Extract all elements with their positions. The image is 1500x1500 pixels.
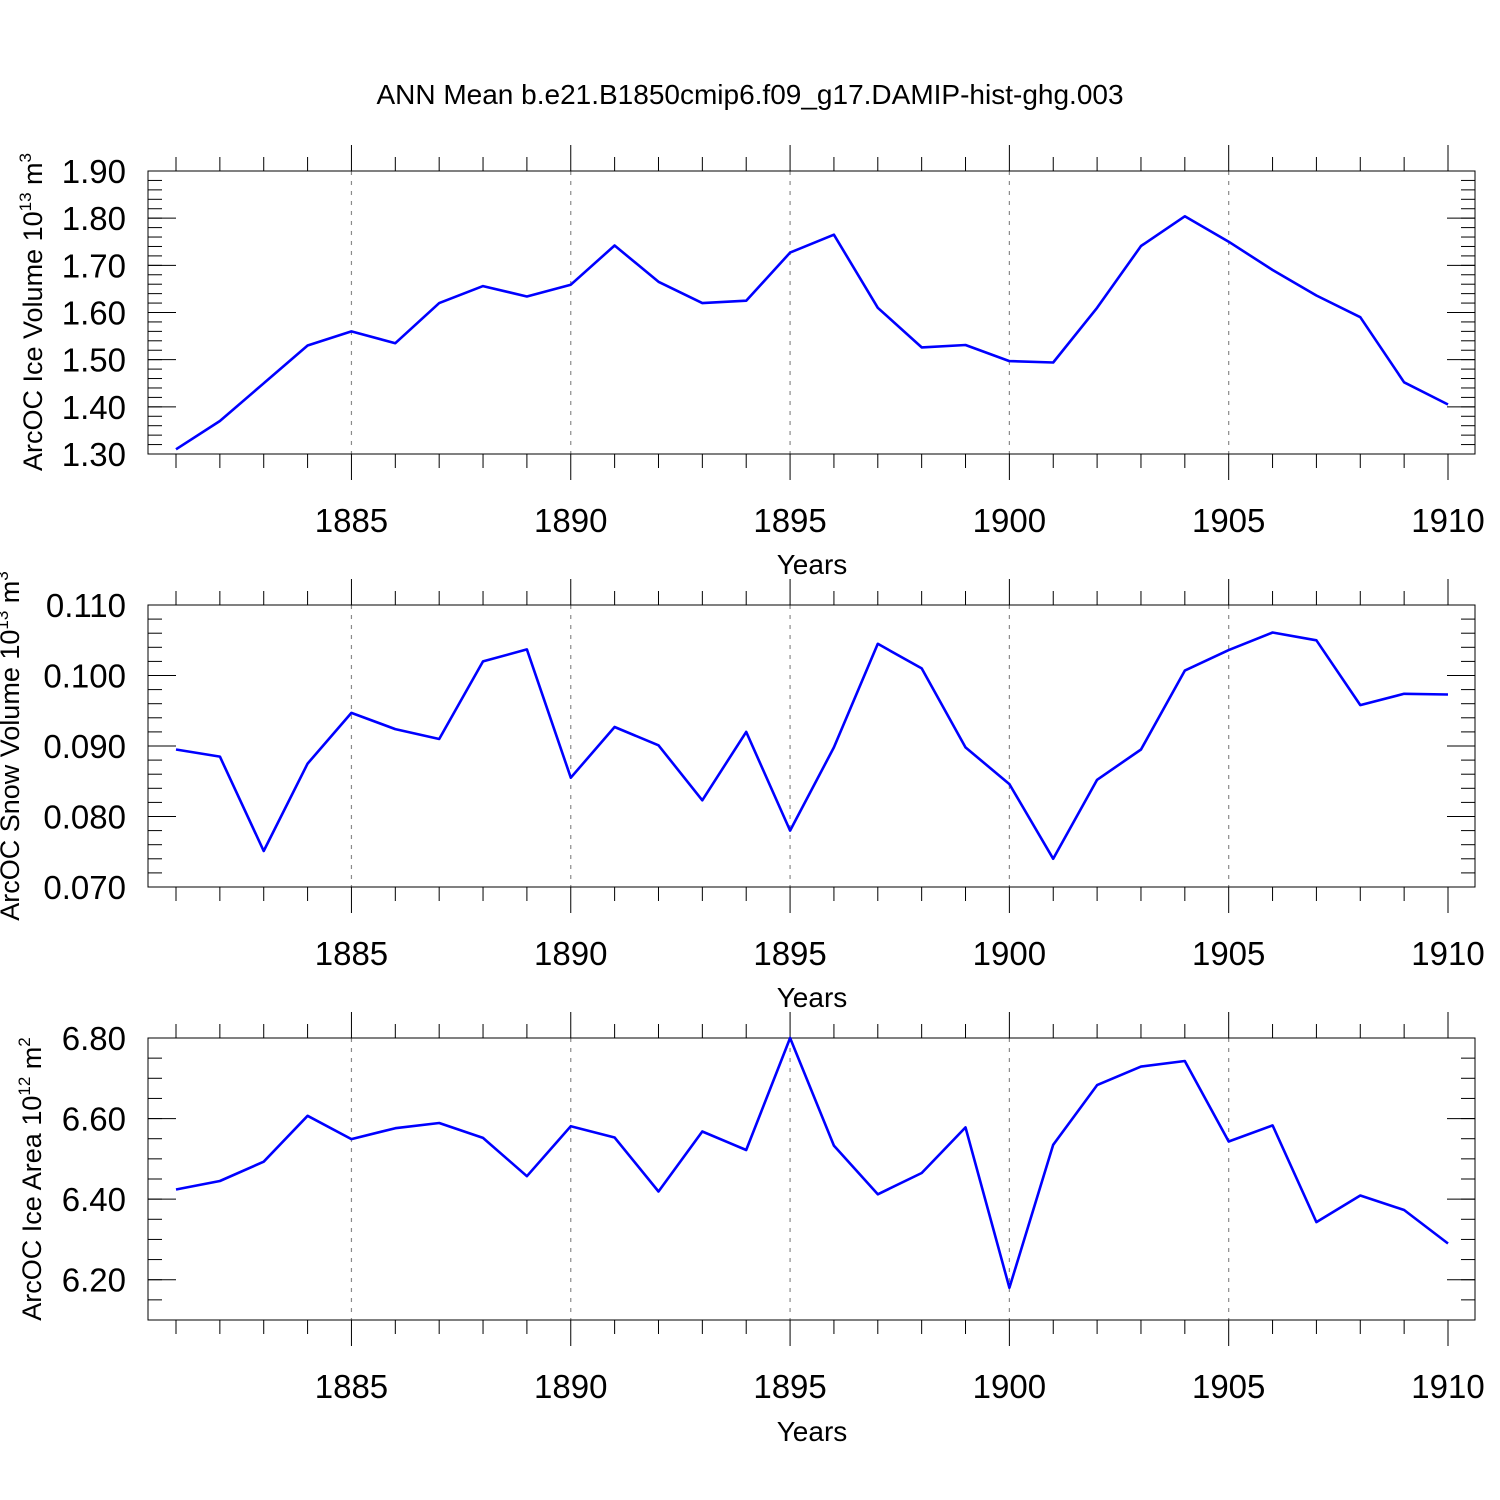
y-tick-label: 1.80: [62, 200, 126, 237]
panel-snow-volume-x-axis-label: Years: [777, 982, 848, 1013]
y-tick-label: 6.40: [62, 1181, 126, 1218]
x-tick-label: 1910: [1411, 1368, 1484, 1405]
y-tick-label: 0.110: [46, 587, 126, 624]
x-tick-label: 1885: [315, 502, 388, 539]
panel-ice-volume-frame: [147, 170, 1476, 455]
figure-title: ANN Mean b.e21.B1850cmip6.f09_g17.DAMIP-…: [376, 79, 1123, 110]
panel-snow-volume-x-tick-labels: 1885 1890 1895 1900 1905 1910: [315, 935, 1485, 972]
x-tick-label: 1905: [1192, 502, 1265, 539]
y-tick-label: 6.80: [62, 1020, 126, 1057]
panel-snow-volume-y-tick-labels: 0.070 0.080 0.090 0.100 0.110: [43, 587, 126, 906]
x-tick-label: 1910: [1411, 935, 1484, 972]
x-tick-label: 1900: [973, 935, 1046, 972]
y-tick-label: 1.30: [62, 436, 126, 473]
panel-ice-area-frame: [147, 1037, 1476, 1321]
x-tick-label: 1895: [753, 502, 826, 539]
y-tick-label: 6.60: [62, 1101, 126, 1138]
x-tick-label: 1895: [753, 935, 826, 972]
panel-ice-area-grid: [350, 1038, 1230, 1320]
y-tick-label: 1.90: [62, 153, 126, 190]
panel-snow-volume: 0.070 0.080 0.090 0.100 0.110 1885 1890 1895 19…: [0, 571, 1485, 1013]
panel-ice-volume: 1.30 1.40 1.50 1.60 1.70 1.80 1.90 1885 1890 189…: [16, 145, 1485, 580]
x-tick-label: 1885: [315, 1368, 388, 1405]
y-tick-label: 1.40: [62, 389, 126, 426]
y-tick-label: 1.60: [62, 295, 126, 332]
panel-ice-area-ticks: [148, 1012, 1475, 1346]
panel-ice-volume-y-axis-label: ArcOC Ice Volume 1013 m3: [16, 153, 48, 471]
panel-ice-volume-x-tick-labels: 1885 1890 1895 1900 1905 1910: [315, 502, 1485, 539]
x-tick-label: 1890: [534, 1368, 607, 1405]
y-tick-label: 1.70: [62, 247, 126, 284]
panel-ice-area-x-axis-label: Years: [777, 1416, 848, 1447]
y-tick-label: 0.080: [43, 799, 126, 836]
x-tick-label: 1905: [1192, 935, 1265, 972]
x-tick-label: 1890: [534, 502, 607, 539]
panel-ice-volume-x-axis-label: Years: [777, 549, 848, 580]
x-tick-label: 1885: [315, 935, 388, 972]
panel-snow-volume-grid: [350, 605, 1230, 887]
panel-snow-volume-y-axis-label: ArcOC Snow Volume 1013 m3: [0, 571, 25, 921]
x-tick-label: 1905: [1192, 1368, 1265, 1405]
x-tick-label: 1890: [534, 935, 607, 972]
y-tick-label: 1.50: [62, 342, 126, 379]
y-tick-label: 0.090: [43, 728, 126, 765]
y-tick-label: 0.100: [43, 658, 126, 695]
panel-ice-area: 6.20 6.40 6.60 6.80 1885 1890 1895 1900 1905 191…: [15, 1012, 1485, 1447]
x-tick-label: 1900: [973, 502, 1046, 539]
panel-ice-area-y-tick-labels: 6.20 6.40 6.60 6.80: [62, 1020, 126, 1299]
panel-ice-area-series-line: [175, 1036, 1449, 1290]
x-tick-label: 1895: [753, 1368, 826, 1405]
y-tick-label: 0.070: [43, 869, 126, 906]
x-tick-label: 1910: [1411, 502, 1484, 539]
panel-ice-volume-y-tick-labels: 1.30 1.40 1.50 1.60 1.70 1.80 1.90: [62, 153, 126, 473]
panel-snow-volume-frame: [147, 604, 1476, 888]
x-tick-label: 1900: [973, 1368, 1046, 1405]
panel-ice-area-y-axis-label: ArcOC Ice Area 1012 m2: [15, 1037, 47, 1321]
y-tick-label: 6.20: [62, 1262, 126, 1299]
panel-ice-volume-grid: [350, 171, 1230, 454]
panel-ice-volume-series-line: [175, 215, 1449, 451]
panel-snow-volume-series-line: [175, 631, 1449, 861]
panel-ice-area-x-tick-labels: 1885 1890 1895 1900 1905 1910: [315, 1368, 1485, 1405]
